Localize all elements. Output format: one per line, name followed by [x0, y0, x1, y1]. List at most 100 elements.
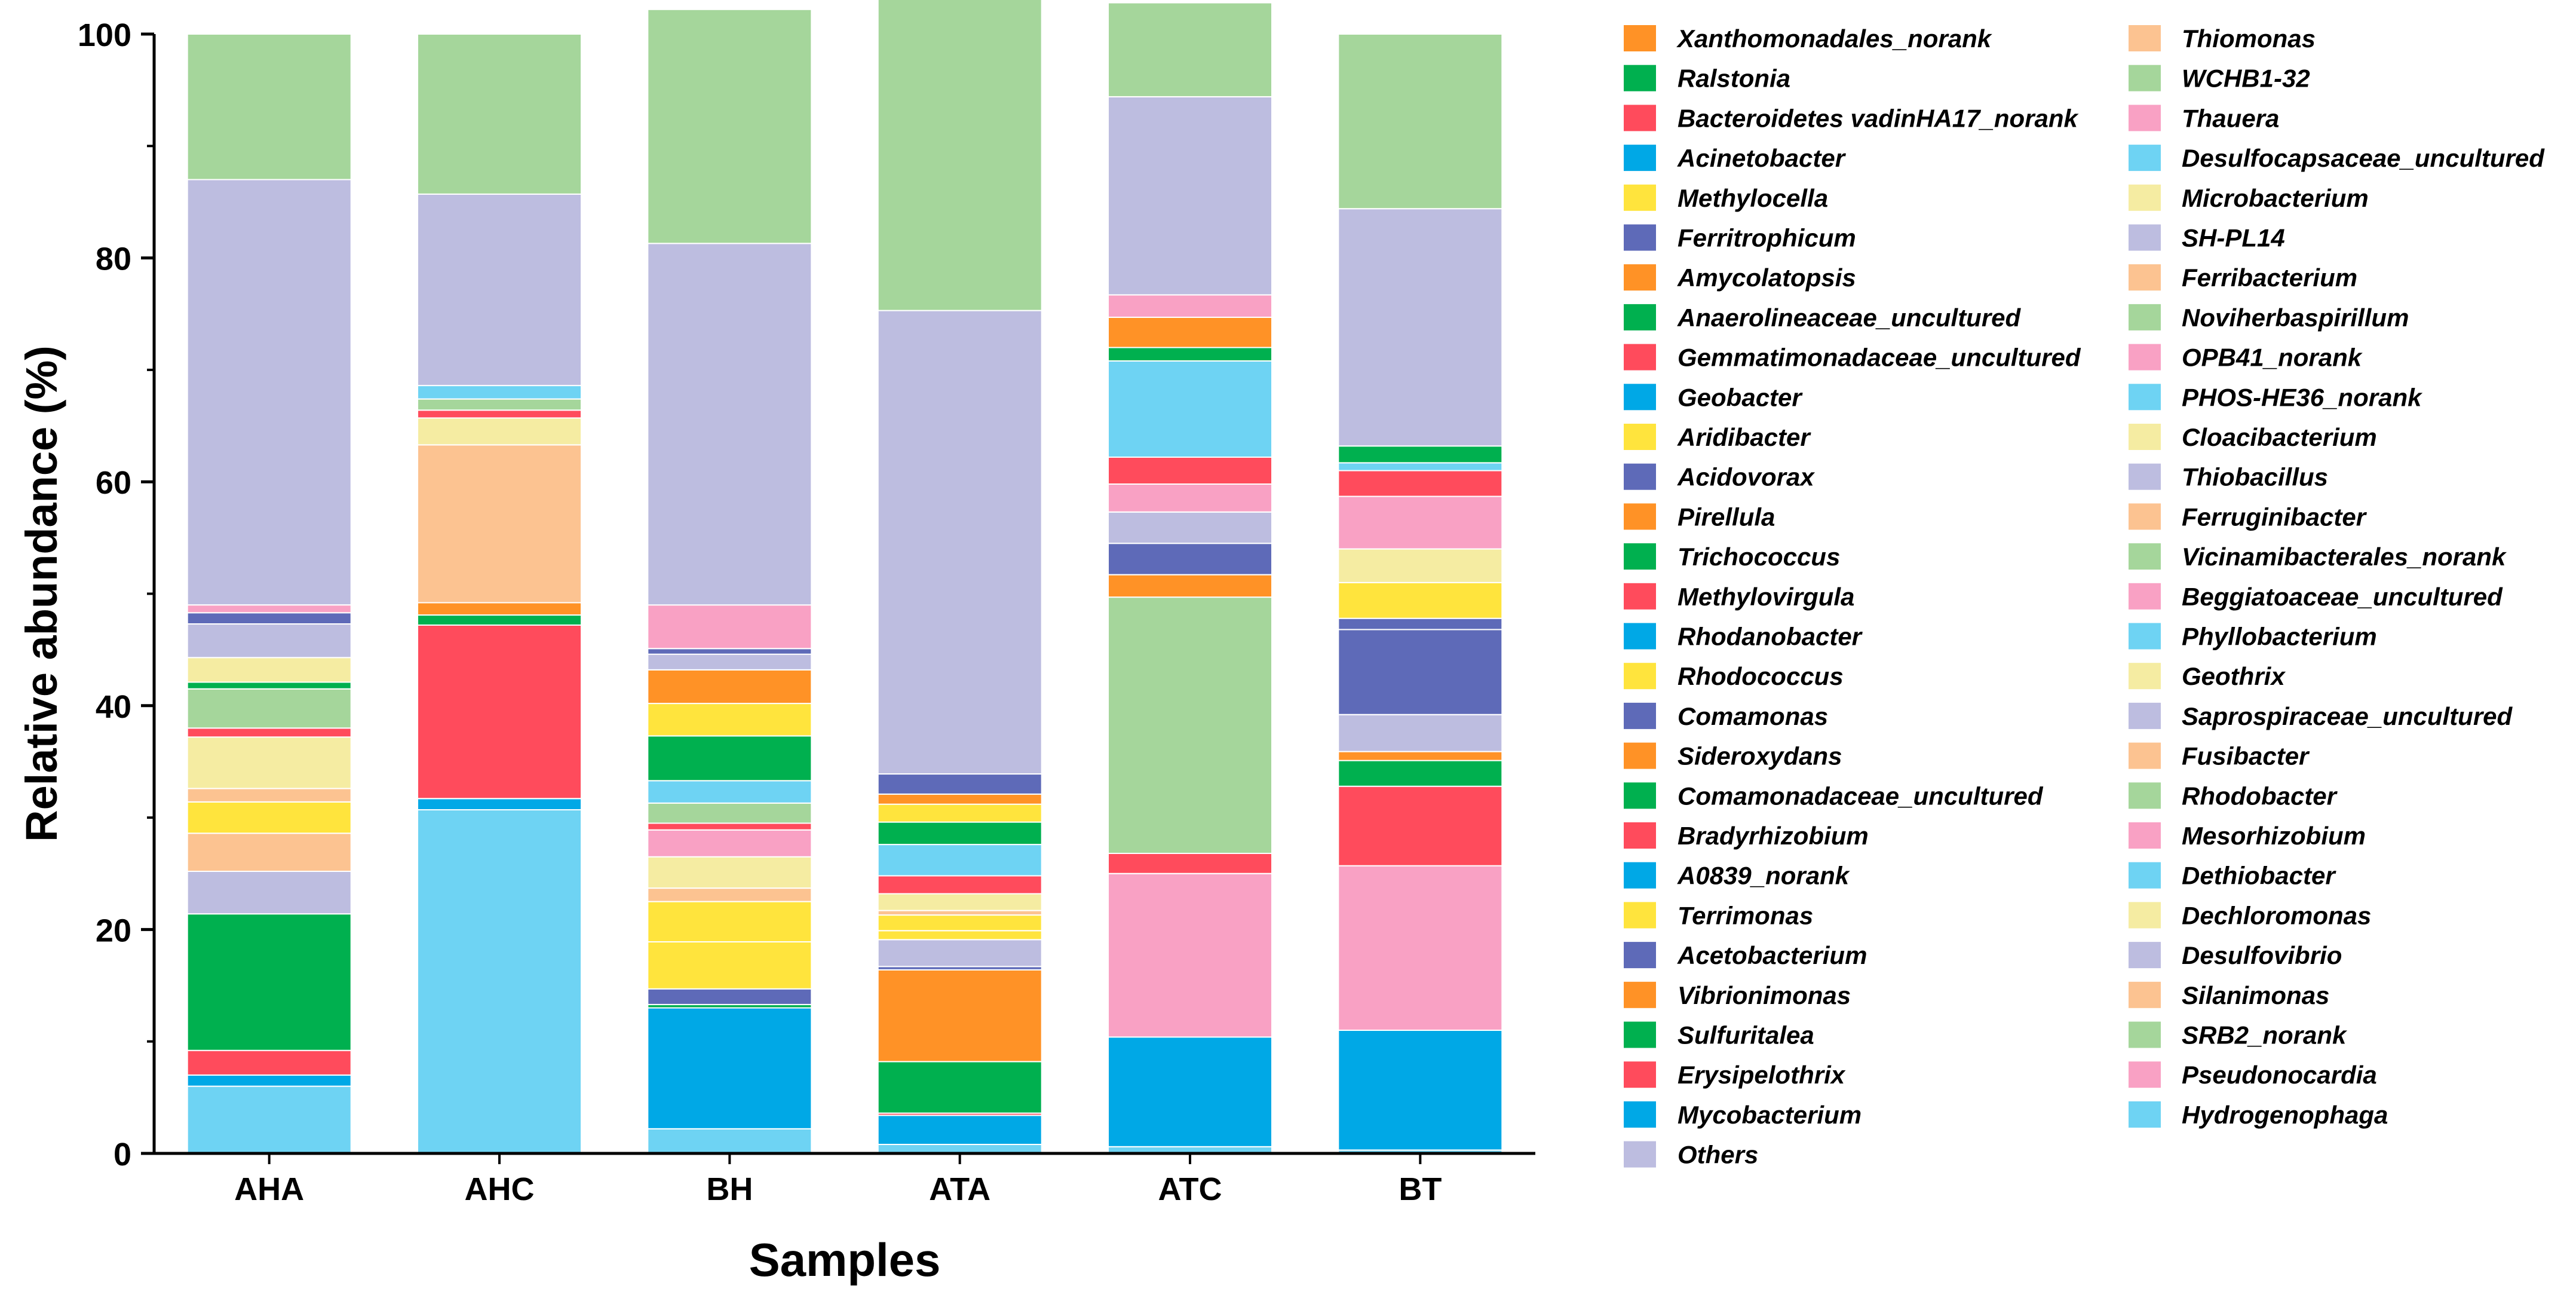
bar-segment-methylocella-bh — [647, 703, 812, 737]
legend-swatch-bacteroidetes-vadinha17-norank — [1624, 105, 1656, 131]
bar-segment-rhodococcus-ata — [877, 914, 1042, 932]
legend-swatch-rhodobacter — [2129, 782, 2161, 809]
legend-label-amycolatopsis: Amycolatopsis — [1677, 264, 1856, 292]
bar-segment-others-atc — [1108, 96, 1272, 296]
x-tick-label-ahc: AHC — [465, 1171, 535, 1207]
bar-segment-saprospiraceae-uncultured-bt — [1338, 714, 1503, 752]
bar-segment-sulfuritalea-aha — [186, 913, 352, 1051]
bar-segment-hydrogenophaga-ahc — [417, 809, 582, 1154]
legend-swatch-saprospiraceae-uncultured — [2129, 702, 2161, 729]
legend-label-acinetobacter: Acinetobacter — [1677, 144, 1847, 172]
x-tick-label-ata: ATA — [929, 1171, 990, 1207]
legend-swatch-thiomonas — [2129, 25, 2161, 51]
bar-segment-trichococcus-aha — [186, 681, 352, 690]
legend-swatch-gemmatimonadaceae-uncultured — [1624, 344, 1656, 371]
legend-swatch-ferruginibacter — [2129, 503, 2161, 530]
legend-swatch-aridibacter — [1624, 424, 1656, 450]
legend-label-rhodococcus: Rhodococcus — [1678, 662, 1844, 690]
bar-segment-bradyrhizobium-ata — [877, 875, 1042, 895]
bar-segment-others-ahc — [417, 193, 582, 387]
legend-swatch-bradyrhizobium — [1624, 822, 1656, 849]
y-tick-label: 20 — [96, 913, 131, 948]
bar-segment-bradyrhizobium-bt — [1338, 470, 1503, 497]
legend-label-others: Others — [1678, 1141, 1758, 1169]
legend-label-desulfovibrio: Desulfovibrio — [2182, 941, 2342, 969]
legend-swatch-acetobacterium — [1624, 942, 1656, 969]
bar-segment-mesorhizobium-atc — [1108, 483, 1272, 513]
legend-label-phos-he36-norank: PHOS-HE36_norank — [2182, 383, 2423, 411]
legend-label-silanimonas: Silanimonas — [2182, 981, 2329, 1009]
bar-segment-minor-taxa-ata — [877, 0, 1042, 311]
y-tick-label: 80 — [96, 241, 131, 277]
legend-label-trichococcus: Trichococcus — [1678, 543, 1840, 571]
legend-label-pseudonocardia: Pseudonocardia — [2182, 1061, 2377, 1089]
legend-swatch-desulfovibrio — [2129, 942, 2161, 969]
legend-label-noviherbaspirillum: Noviherbaspirillum — [2182, 304, 2409, 332]
legend-label-xanthomonadales-norank: Xanthomonadales_norank — [1676, 25, 1993, 53]
legend-swatch-dechloromonas — [2129, 902, 2161, 929]
legend-swatch-wchb1-32 — [2129, 65, 2161, 91]
y-tick-label: 40 — [96, 689, 131, 725]
axes-group: 0 20 40 60 80 100 AHA AHC BH ATA ATC BT Samples Relat… — [17, 17, 1535, 1286]
legend-label-anaerolineaceae-uncultured: Anaerolineaceae_uncultured — [1677, 304, 2022, 332]
legend-swatch-comamonadaceae-uncultured — [1624, 782, 1656, 809]
legend-label-thiomonas: Thiomonas — [2182, 25, 2316, 53]
legend-swatch-acidovorax — [1624, 463, 1656, 490]
bar-segment-bradyrhizobium-aha — [186, 727, 352, 738]
bar-stack-atc — [1108, 2, 1272, 1155]
legend-label-pirellula: Pirellula — [1678, 503, 1775, 531]
legend-swatch-thiobacillus — [2129, 463, 2161, 490]
bar-segment-others-bh — [647, 243, 812, 606]
legend-swatch-rhodanobacter — [1624, 623, 1656, 650]
legend-label-erysipelothrix: Erysipelothrix — [1678, 1061, 1846, 1089]
bar-segment-mycobacterium-ata — [877, 1115, 1042, 1146]
bar-segment-trichococcus-bh — [647, 735, 812, 782]
legend-swatch-vibrionimonas — [1624, 981, 1656, 1008]
bar-segment-thiobacillus-aha — [186, 623, 352, 659]
legend-label-gemmatimonadaceae-uncultured: Gemmatimonadaceae_uncultured — [1678, 344, 2081, 372]
legend-swatch-silanimonas — [2129, 981, 2161, 1008]
bar-segment-silanimonas-ata — [877, 910, 1042, 916]
legend-swatch-methylovirgula — [1624, 583, 1656, 610]
legend-label-thauera: Thauera — [2182, 104, 2279, 132]
bar-segment-others-bt — [1338, 208, 1503, 447]
x-tick-label-aha: AHA — [234, 1171, 304, 1207]
legend-label-comamonadaceae-uncultured: Comamonadaceae_uncultured — [1678, 782, 2044, 810]
bar-segment-rhodobacter-ahc — [417, 398, 582, 411]
bar-segment-methylocella-ata — [877, 803, 1042, 823]
legend-swatch-trichococcus — [1624, 543, 1656, 570]
legend-swatch-thauera — [2129, 105, 2161, 131]
x-tick-label-bt: BT — [1399, 1171, 1442, 1207]
legend-swatch-others — [1624, 1141, 1656, 1168]
legend-swatch-sh-pl14 — [2129, 224, 2161, 251]
legend-label-phyllobacterium: Phyllobacterium — [2182, 623, 2377, 651]
legend-swatch-acinetobacter — [1624, 145, 1656, 172]
legend-label-geothrix: Geothrix — [2182, 662, 2286, 690]
legend-swatch-dethiobacter — [2129, 862, 2161, 889]
bar-segment-acetobacterium-bt — [1338, 617, 1503, 630]
bar-segment-beggiatoaceae-uncultured-aha — [186, 604, 352, 614]
legend-label-dechloromonas: Dechloromonas — [2182, 901, 2371, 929]
bar-segment-silanimonas-bh — [647, 887, 812, 902]
legend-label-acidovorax: Acidovorax — [1677, 463, 1815, 491]
legend-label-saprospiraceae-uncultured: Saprospiraceae_uncultured — [2182, 702, 2513, 730]
bar-segment-vibrionimonas-atc — [1108, 574, 1272, 598]
bar-segment-desulfovibrio-aha — [186, 871, 352, 915]
legend-swatch-geothrix — [2129, 663, 2161, 690]
bar-segment-terrimonas-bh — [647, 941, 812, 990]
legend-label-sh-pl14: SH-PL14 — [2182, 224, 2285, 252]
bar-segment-dechloromonas-bh — [647, 856, 812, 889]
legend-swatch-geobacter — [1624, 384, 1656, 411]
legend-label-wchb1-32: WCHB1-32 — [2182, 65, 2310, 93]
bar-stack-bh — [647, 8, 812, 1155]
x-tick-label-atc: ATC — [1158, 1171, 1222, 1207]
bar-segment-dethiobacter-atc — [1108, 360, 1272, 458]
bar-segment-bradyrhizobium-atc — [1108, 457, 1272, 485]
legend-label-thiobacillus: Thiobacillus — [2182, 463, 2328, 491]
legend-label-sulfuritalea: Sulfuritalea — [1678, 1021, 1814, 1049]
legend-swatch-a0839-norank — [1624, 862, 1656, 889]
bar-segment-dechloromonas-bt — [1338, 548, 1503, 583]
bar-segment-fusibacter-ahc — [417, 444, 582, 604]
legend-label-sideroxydans: Sideroxydans — [1678, 742, 1842, 770]
legend-label-hydrogenophaga: Hydrogenophaga — [2182, 1101, 2388, 1129]
